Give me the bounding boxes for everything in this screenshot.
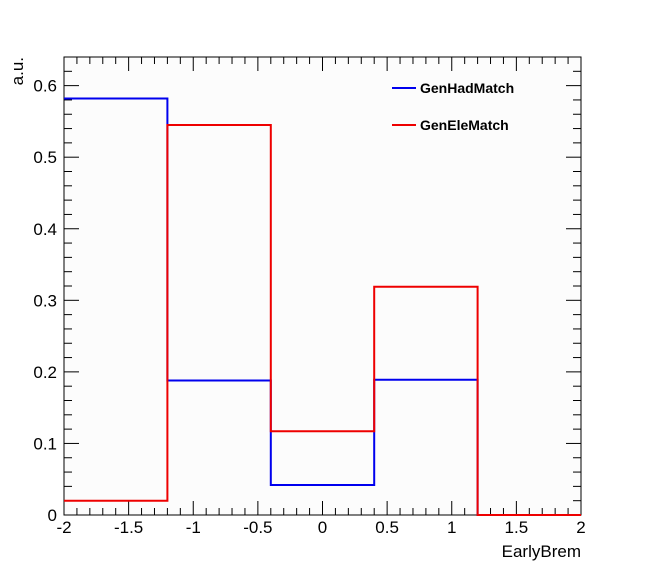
x-tick-label: 1.5 — [505, 518, 529, 537]
y-tick-label: 0.3 — [33, 291, 57, 310]
y-tick-label: 0.5 — [33, 148, 57, 167]
y-tick-label: 0.6 — [33, 77, 57, 96]
x-tick-label: -1.5 — [114, 518, 143, 537]
x-tick-label: 0.5 — [375, 518, 399, 537]
x-tick-label: -0.5 — [243, 518, 272, 537]
y-tick-label: 0.1 — [33, 434, 57, 453]
x-tick-label: 0 — [318, 518, 327, 537]
legend-label-genhadmatch: GenHadMatch — [420, 80, 514, 96]
x-tick-label: -1 — [186, 518, 201, 537]
plot-frame — [63, 56, 582, 516]
y-tick-label: 0.2 — [33, 363, 57, 382]
series-layer — [64, 97, 581, 516]
series-genelematch-line — [64, 123, 581, 516]
tick-labels: -2 -1.5 -1 -0.5 0 0.5 1 1.5 2 0 0.1 0.2 0.3 0.4 0.5 0.6 — [33, 77, 585, 537]
y-tick-label: 0.4 — [33, 220, 57, 239]
legend: GenHadMatch GenEleMatch — [392, 80, 514, 133]
x-tick-label: -2 — [56, 518, 71, 537]
y-axis-title: a.u. — [8, 57, 27, 85]
y-tick-label: 0 — [48, 506, 57, 525]
x-axis-title: EarlyBrem — [502, 542, 581, 561]
x-tick-label: 2 — [576, 518, 585, 537]
legend-label-genelematch: GenEleMatch — [420, 117, 509, 133]
axis-ticks — [63, 56, 582, 516]
x-tick-label: 1 — [447, 518, 456, 537]
